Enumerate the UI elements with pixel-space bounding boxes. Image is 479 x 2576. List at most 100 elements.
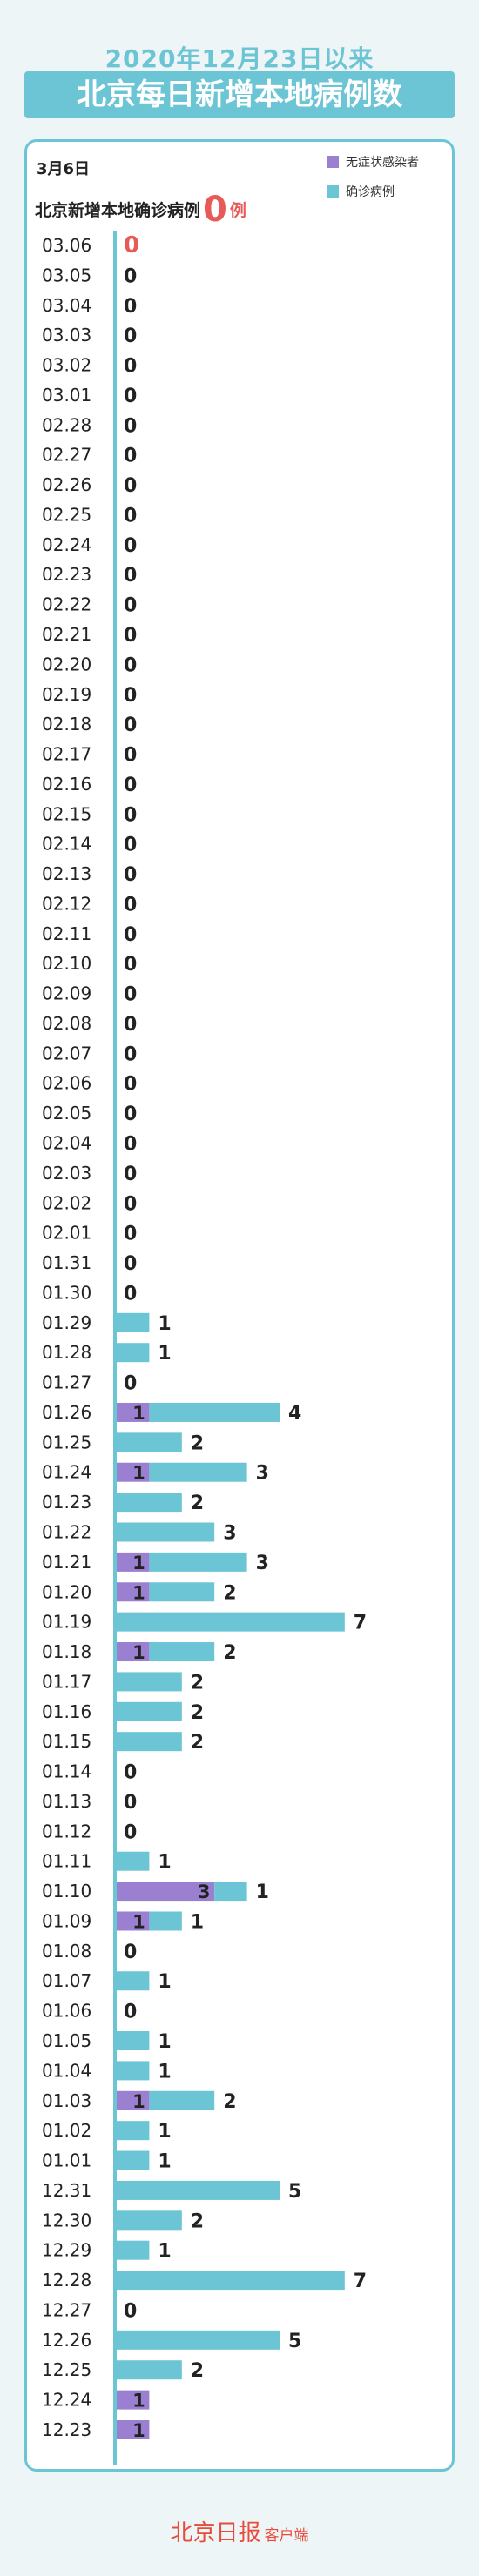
tick-label: 02.09 [42,983,91,1004]
data-label-confirmed: 0 [124,386,137,407]
data-label-confirmed: 0 [124,565,137,587]
tick-label: 01.24 [42,1462,91,1483]
bar-confirmed [149,1402,280,1422]
tick-label: 01.01 [42,2150,91,2171]
bar-confirmed [149,1911,182,1931]
tick-label: 12.29 [42,2240,91,2261]
tick-label: 02.20 [42,654,91,674]
tick-label: 01.26 [42,1402,91,1423]
tick-label: 01.17 [42,1671,91,1692]
tick-label: 02.03 [42,1163,91,1184]
bar-confirmed [117,1851,150,1871]
data-label-asymptomatic: 1 [132,1582,145,1603]
data-label-confirmed: 0 [124,1253,137,1275]
tick-label: 03.05 [42,265,91,285]
data-label-asymptomatic: 1 [132,1463,145,1484]
tick-label: 01.21 [42,1552,91,1573]
tick-label: 03.01 [42,385,91,406]
data-label-confirmed: 1 [191,1911,204,1933]
bar-asymptomatic [117,1462,150,1482]
bar-confirmed [149,1552,247,1572]
data-label-confirmed: 0 [124,1134,137,1156]
tick-label: 02.17 [42,744,91,765]
data-label-confirmed: 1 [158,2121,171,2143]
data-label-confirmed: 0 [124,1224,137,1245]
data-label-confirmed: 0 [124,864,137,886]
tick-label: 01.19 [42,1612,91,1633]
data-label-confirmed: 0 [124,475,137,497]
chart-title-line2: 北京每日新增本地病例数 [24,71,455,118]
tick-label: 02.05 [42,1103,91,1124]
bar-confirmed [117,1493,182,1513]
data-label-confirmed: 0 [124,924,137,946]
data-label-asymptomatic: 1 [132,2391,145,2412]
data-label-confirmed: 2 [191,1732,204,1754]
data-label-confirmed: 0 [124,1164,137,1185]
footer-logo: 北京日报 客户端 [0,2515,479,2547]
data-label-confirmed: 2 [191,2360,204,2382]
tick-label: 01.08 [42,1941,91,1962]
tick-label: 03.06 [42,235,91,256]
bar-confirmed [117,2061,150,2081]
data-label-confirmed: 0 [124,1014,137,1036]
data-label-confirmed: 0 [124,1193,137,1215]
tick-label: 01.05 [42,2030,91,2051]
bar-asymptomatic [117,1552,150,1572]
legend-label-confirmed: 确诊病例 [346,185,395,199]
data-label-confirmed: 0 [124,1762,137,1784]
bar-confirmed [117,2031,150,2051]
bar-confirmed [117,2271,345,2291]
tick-label: 02.16 [42,774,91,795]
chart-title-line1: 2020年12月23日以来 [105,44,374,73]
tick-label: 02.27 [42,445,91,466]
legend-asymptomatic: 无症状感染者 [327,153,419,171]
tick-label: 01.16 [42,1701,91,1722]
data-label-confirmed: 1 [158,2031,171,2053]
data-label-confirmed: 0 [124,1792,137,1814]
bar-confirmed [117,1701,182,1721]
tick-label: 02.14 [42,834,91,855]
tick-label: 02.19 [42,684,91,705]
legend-swatch-asymptomatic [327,156,339,168]
bar-confirmed [117,1432,182,1452]
bar-asymptomatic [117,2390,150,2410]
bar-asymptomatic [117,1582,150,1602]
tick-label: 01.09 [42,1910,91,1931]
bar-confirmed [117,2210,182,2231]
tick-label: 01.10 [42,1881,91,1902]
data-label-confirmed: 0 [124,265,137,287]
tick-label: 02.24 [42,534,91,555]
bar-confirmed [117,2360,182,2380]
data-label-asymptomatic: 1 [132,1642,145,1663]
footer-brand: 北京日报 [170,2520,261,2546]
data-label-confirmed: 0 [124,535,137,557]
tick-label: 01.27 [42,1372,91,1393]
data-label-confirmed: 0 [124,1283,137,1305]
data-label-confirmed: 0 [124,775,137,796]
data-label-confirmed: 0 [124,835,137,856]
data-label-confirmed: 0 [124,714,137,736]
data-label-confirmed: 0 [124,1043,137,1065]
data-label-asymptomatic: 1 [132,1911,145,1932]
tick-label: 02.25 [42,504,91,525]
data-label-confirmed: 0 [124,685,137,707]
tick-label: 12.28 [42,2270,91,2291]
bar-asymptomatic [117,2420,150,2439]
bar-confirmed [149,1582,215,1602]
bar-confirmed [117,1612,345,1632]
tick-label: 12.25 [42,2359,91,2380]
data-label-confirmed: 7 [354,1613,367,1634]
tick-label: 02.11 [42,923,91,944]
data-label-asymptomatic: 1 [132,2420,145,2441]
tick-label: 03.02 [42,355,91,376]
data-label-confirmed: 5 [288,2331,301,2352]
bar-confirmed [149,2090,215,2110]
legend-label-asymptomatic: 无症状感染者 [346,156,419,170]
tick-label: 01.23 [42,1492,91,1513]
data-label-confirmed: 0 [124,325,137,347]
tick-label: 12.24 [42,2390,91,2411]
tick-label: 01.31 [42,1252,91,1273]
tick-label: 01.06 [42,2001,91,2022]
bar-confirmed [117,2180,280,2200]
bar-confirmed [117,2121,150,2141]
